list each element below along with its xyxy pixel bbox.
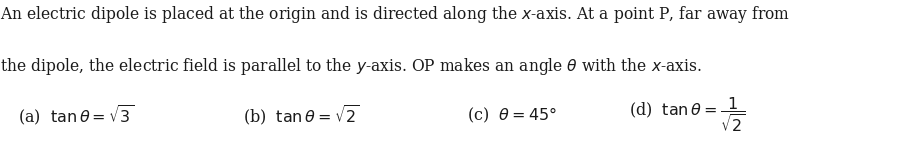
Text: (c)  $\theta = 45°$: (c) $\theta = 45°$ <box>467 106 557 125</box>
Text: the dipole, the electric field is parallel to the $y$-axis. OP makes an angle $\: the dipole, the electric field is parall… <box>0 56 702 77</box>
Text: An electric dipole is placed at the origin and is directed along the $x$-axis. A: An electric dipole is placed at the orig… <box>0 4 790 25</box>
Text: (a)  $\mathrm{tan}\,\theta = \sqrt{3}$: (a) $\mathrm{tan}\,\theta = \sqrt{3}$ <box>18 103 134 128</box>
Text: (b)  $\mathrm{tan}\,\theta = \sqrt{2}$: (b) $\mathrm{tan}\,\theta = \sqrt{2}$ <box>243 103 360 128</box>
Text: (d)  $\mathrm{tan}\,\theta = \dfrac{1}{\sqrt{2}}$: (d) $\mathrm{tan}\,\theta = \dfrac{1}{\s… <box>629 96 746 135</box>
